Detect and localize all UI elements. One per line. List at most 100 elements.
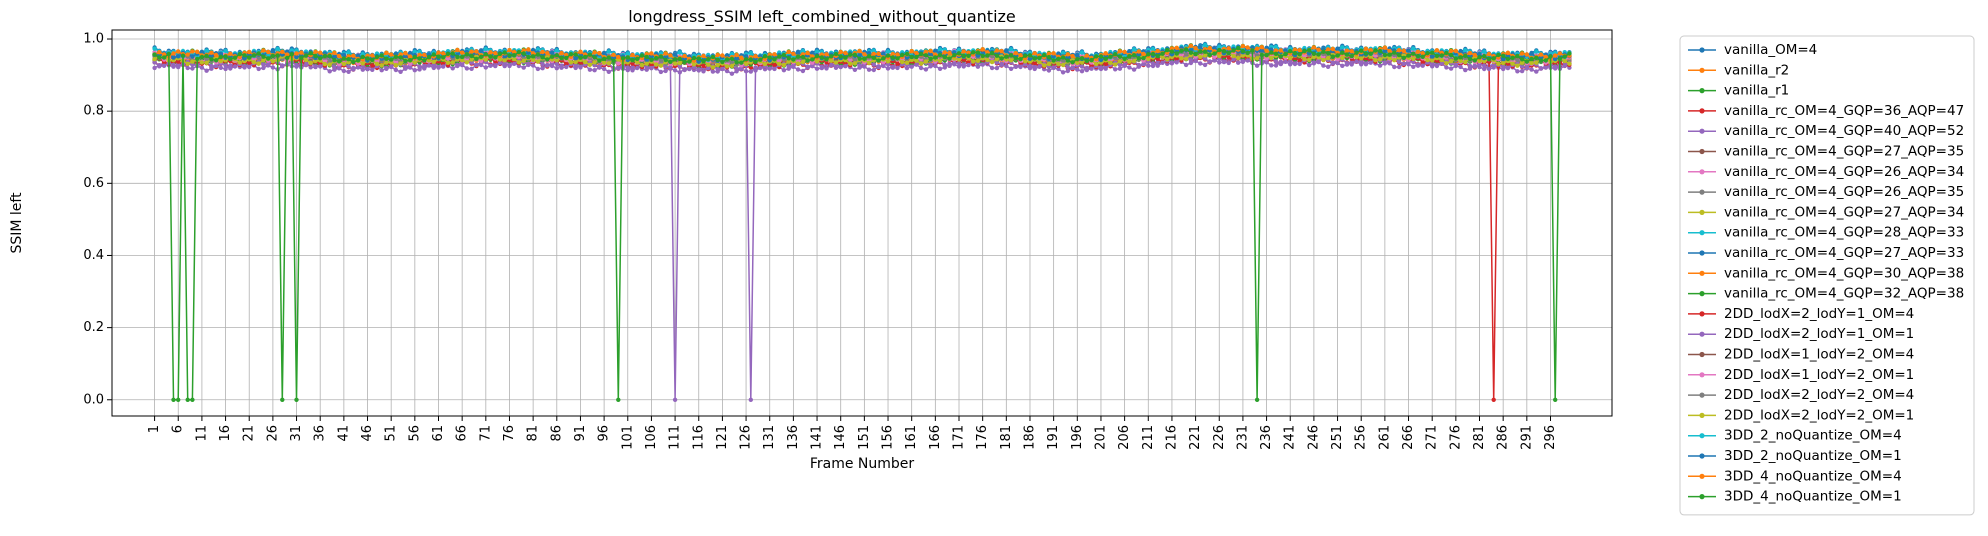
data-point (1515, 69, 1520, 74)
data-point (824, 66, 829, 71)
data-point (833, 65, 839, 71)
data-point (597, 64, 602, 69)
data-point (308, 65, 313, 70)
data-point (228, 63, 233, 68)
data-point (947, 63, 952, 68)
data-point (876, 65, 881, 70)
data-point (1448, 66, 1454, 71)
data-point (1060, 70, 1066, 75)
data-point (1505, 65, 1511, 71)
data-point (1467, 63, 1473, 69)
data-point (1169, 60, 1175, 65)
data-point (1444, 65, 1449, 70)
data-point (493, 63, 498, 69)
data-point (521, 65, 526, 70)
data-point (1524, 64, 1530, 70)
data-point (1103, 61, 1108, 66)
data-point (630, 61, 635, 66)
data-point (393, 67, 399, 73)
data-point (1453, 62, 1459, 68)
data-point (346, 64, 351, 69)
data-point (1269, 63, 1274, 68)
data-point (1325, 64, 1331, 70)
data-point (1155, 59, 1160, 65)
data-point (805, 64, 810, 69)
data-point (242, 63, 247, 69)
data-point (464, 66, 470, 71)
data-point (1183, 62, 1189, 68)
data-point (1292, 61, 1298, 67)
data-point (540, 61, 545, 67)
data-point (270, 65, 276, 70)
data-point (1113, 67, 1118, 72)
data-point (1392, 64, 1397, 70)
data-point (592, 68, 597, 73)
data-point (1004, 63, 1009, 69)
data-point (1458, 64, 1463, 70)
data-point (649, 66, 654, 71)
data-point (1311, 60, 1317, 65)
data-point (341, 68, 347, 74)
data-point (554, 61, 559, 67)
series-lines (152, 41, 1572, 402)
data-point (630, 64, 635, 70)
data-point (772, 66, 777, 72)
data-point (450, 66, 455, 71)
data-point (871, 62, 876, 67)
data-point (1486, 66, 1492, 72)
data-point (488, 63, 493, 68)
data-point (280, 63, 285, 68)
data-point (786, 64, 791, 69)
data-point (185, 65, 190, 71)
data-point (942, 62, 947, 67)
data-point (426, 63, 432, 68)
data-point (1245, 58, 1250, 63)
data-point (895, 61, 900, 66)
data-point (1079, 64, 1085, 69)
data-point (630, 68, 635, 73)
data-point (933, 63, 938, 69)
data-point (1354, 59, 1359, 64)
data-point (1207, 59, 1213, 65)
data-point (1491, 397, 1496, 402)
data-point (989, 65, 995, 71)
data-point (152, 65, 157, 71)
data-point (1131, 67, 1137, 72)
data-point (422, 63, 427, 68)
data-point (1254, 63, 1260, 68)
data-point (1027, 63, 1033, 69)
data-point (431, 65, 436, 71)
data-point (800, 68, 806, 74)
data-point (715, 67, 720, 72)
data-point (526, 61, 531, 67)
data-point (1278, 61, 1284, 67)
data-point (1226, 60, 1231, 66)
data-point (904, 65, 910, 71)
data-point (961, 64, 966, 69)
data-point (663, 68, 668, 74)
data-point (606, 69, 611, 75)
data-point (956, 64, 962, 69)
data-point (701, 63, 706, 68)
data-point (161, 63, 167, 68)
data-point (578, 65, 583, 70)
data-point (441, 64, 446, 69)
data-point (247, 60, 252, 65)
data-point (1037, 64, 1042, 69)
data-point (1075, 67, 1080, 72)
data-point (436, 65, 441, 70)
data-point (474, 62, 479, 67)
data-point (890, 65, 895, 70)
data-point (355, 65, 361, 70)
data-point (228, 66, 233, 71)
data-point (1420, 63, 1425, 68)
data-point (672, 397, 678, 402)
data-point (1283, 59, 1288, 64)
data-point (1297, 61, 1302, 67)
data-point (1307, 62, 1312, 68)
data-point (829, 63, 834, 68)
data-point (261, 65, 266, 71)
data-point (1387, 61, 1392, 66)
data-point (682, 67, 687, 73)
